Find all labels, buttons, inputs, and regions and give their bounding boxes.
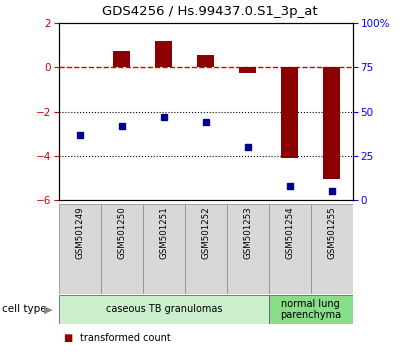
- Bar: [227, 204, 269, 294]
- Text: GSM501251: GSM501251: [159, 206, 168, 259]
- Bar: [59, 295, 269, 324]
- Text: normal lung
parenchyma: normal lung parenchyma: [280, 298, 341, 320]
- Text: transformed count: transformed count: [80, 333, 171, 343]
- Bar: [143, 204, 185, 294]
- Text: GSM501254: GSM501254: [285, 206, 294, 259]
- Text: GDS4256 / Hs.99437.0.S1_3p_at: GDS4256 / Hs.99437.0.S1_3p_at: [102, 5, 318, 18]
- Bar: [311, 204, 353, 294]
- Bar: [281, 67, 298, 158]
- Text: GSM501255: GSM501255: [327, 206, 336, 259]
- Bar: [197, 55, 214, 67]
- Bar: [101, 204, 143, 294]
- Text: ■: ■: [63, 333, 72, 343]
- Text: GSM501252: GSM501252: [201, 206, 210, 259]
- Text: GSM501249: GSM501249: [75, 206, 84, 259]
- Text: caseous TB granulomas: caseous TB granulomas: [105, 304, 222, 314]
- Text: GSM501250: GSM501250: [117, 206, 126, 259]
- Bar: [239, 67, 256, 73]
- Bar: [113, 51, 130, 67]
- Bar: [155, 41, 172, 67]
- Text: GSM501253: GSM501253: [243, 206, 252, 259]
- Bar: [185, 204, 227, 294]
- Bar: [269, 204, 311, 294]
- Bar: [323, 67, 340, 179]
- Bar: [269, 295, 353, 324]
- Text: ▶: ▶: [44, 304, 52, 314]
- Text: cell type: cell type: [2, 304, 47, 314]
- Bar: [59, 204, 101, 294]
